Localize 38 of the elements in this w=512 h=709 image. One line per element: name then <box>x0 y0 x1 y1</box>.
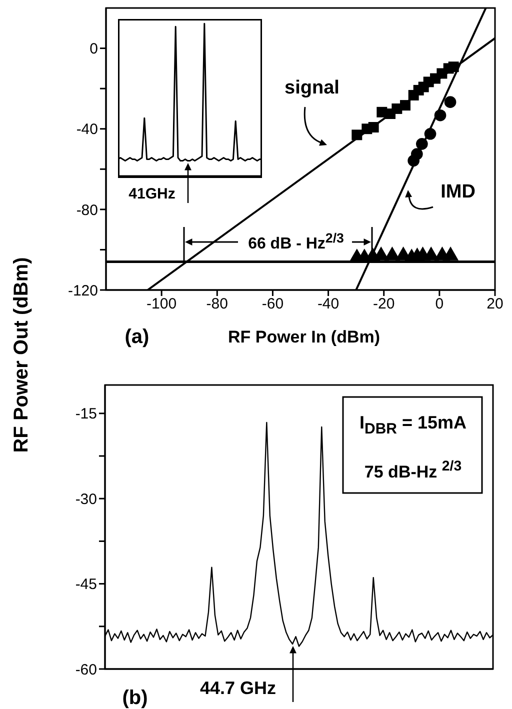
point <box>416 138 428 150</box>
text: 44.7 GHz <box>200 678 276 698</box>
text: (b) <box>122 687 148 709</box>
y-tick-label: -30 <box>75 490 97 508</box>
x-tick-label: -80 <box>206 296 228 313</box>
annotation: I$_{DBR}$ = 15mA <box>359 412 467 438</box>
x-tick-label: -100 <box>146 296 177 313</box>
point <box>411 148 423 160</box>
annotation: signal <box>284 78 340 98</box>
x-tick-label: 20 <box>486 296 504 313</box>
point <box>444 96 456 108</box>
point <box>424 128 436 140</box>
y-axis-title: RF Power Out (dBm) <box>10 257 34 453</box>
text: (a) <box>124 326 150 348</box>
x-axis-title: RF Power In (dBm) <box>228 328 380 346</box>
x-tick-label: -60 <box>262 296 284 313</box>
y-tick-label: -120 <box>68 282 98 300</box>
point <box>434 109 446 122</box>
y-tick-label: -45 <box>75 576 97 594</box>
point <box>400 100 410 111</box>
point <box>384 246 400 260</box>
annotation: IMD <box>440 182 476 202</box>
point <box>423 246 440 260</box>
y-tick-label: -80 <box>76 202 98 219</box>
x-tick-label: -40 <box>317 296 340 313</box>
y-tick-label: -60 <box>75 661 97 678</box>
x-tick-label: 0 <box>435 296 444 313</box>
y-tick-label: -15 <box>75 406 97 423</box>
point <box>368 122 379 132</box>
annotation: 66 dB - Hz$^{2/3}$ <box>248 230 344 253</box>
annotation: 41GHz <box>128 186 176 202</box>
point <box>448 62 459 72</box>
y-tick-label: -40 <box>76 121 98 138</box>
y-tick-label: 0 <box>90 40 98 58</box>
point <box>442 246 459 260</box>
annotation: 75 dB-Hz $^{2/3}$ <box>364 458 462 482</box>
x-tick-label: -20 <box>373 296 395 313</box>
point <box>352 130 362 140</box>
